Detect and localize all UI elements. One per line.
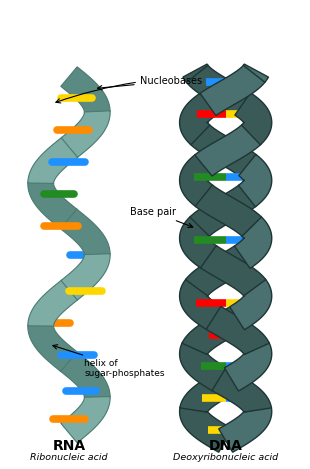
Polygon shape — [195, 185, 261, 236]
Text: Ribonucleic acid: Ribonucleic acid — [30, 454, 108, 462]
Polygon shape — [186, 246, 251, 296]
Polygon shape — [212, 367, 272, 412]
Polygon shape — [200, 65, 265, 115]
Text: helix of
sugar-phosphates: helix of sugar-phosphates — [53, 345, 165, 378]
Polygon shape — [28, 280, 78, 326]
Polygon shape — [61, 254, 110, 300]
Polygon shape — [219, 407, 272, 452]
Polygon shape — [60, 351, 110, 397]
Polygon shape — [190, 185, 256, 236]
Polygon shape — [61, 111, 110, 157]
Polygon shape — [190, 125, 257, 176]
Polygon shape — [183, 64, 208, 83]
Polygon shape — [28, 137, 78, 183]
Polygon shape — [61, 67, 110, 112]
Polygon shape — [179, 407, 232, 452]
Text: Base pair: Base pair — [131, 207, 193, 227]
Polygon shape — [234, 216, 272, 268]
Polygon shape — [235, 93, 272, 145]
Polygon shape — [179, 342, 227, 391]
Text: Nucleobases: Nucleobases — [98, 76, 202, 90]
Polygon shape — [179, 279, 222, 330]
Text: Deoxyribonucleic acid: Deoxyribonucleic acid — [173, 454, 278, 462]
Polygon shape — [224, 342, 272, 391]
Polygon shape — [182, 306, 245, 355]
Polygon shape — [179, 216, 217, 268]
Polygon shape — [180, 367, 239, 412]
Polygon shape — [28, 325, 77, 371]
Polygon shape — [60, 209, 110, 255]
Polygon shape — [206, 306, 269, 355]
Polygon shape — [28, 182, 77, 229]
Polygon shape — [186, 65, 251, 115]
Polygon shape — [179, 93, 216, 145]
Polygon shape — [201, 246, 266, 296]
Polygon shape — [61, 397, 110, 443]
Polygon shape — [243, 64, 268, 83]
Polygon shape — [230, 279, 272, 330]
Text: DNA: DNA — [209, 439, 243, 453]
Polygon shape — [238, 154, 272, 207]
Text: RNA: RNA — [52, 439, 86, 453]
Polygon shape — [179, 154, 213, 207]
Polygon shape — [195, 125, 261, 176]
